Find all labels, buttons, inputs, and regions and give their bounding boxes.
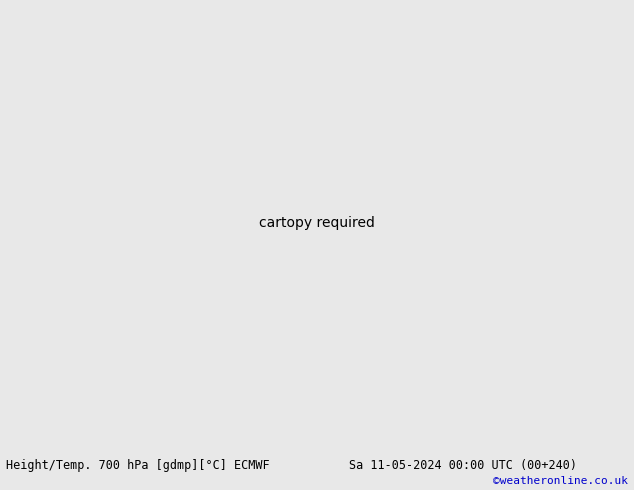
Text: Height/Temp. 700 hPa [gdmp][°C] ECMWF: Height/Temp. 700 hPa [gdmp][°C] ECMWF [6, 459, 270, 472]
Text: Sa 11-05-2024 00:00 UTC (00+240): Sa 11-05-2024 00:00 UTC (00+240) [349, 459, 577, 472]
Text: cartopy required: cartopy required [259, 216, 375, 230]
Text: ©weatheronline.co.uk: ©weatheronline.co.uk [493, 476, 628, 487]
